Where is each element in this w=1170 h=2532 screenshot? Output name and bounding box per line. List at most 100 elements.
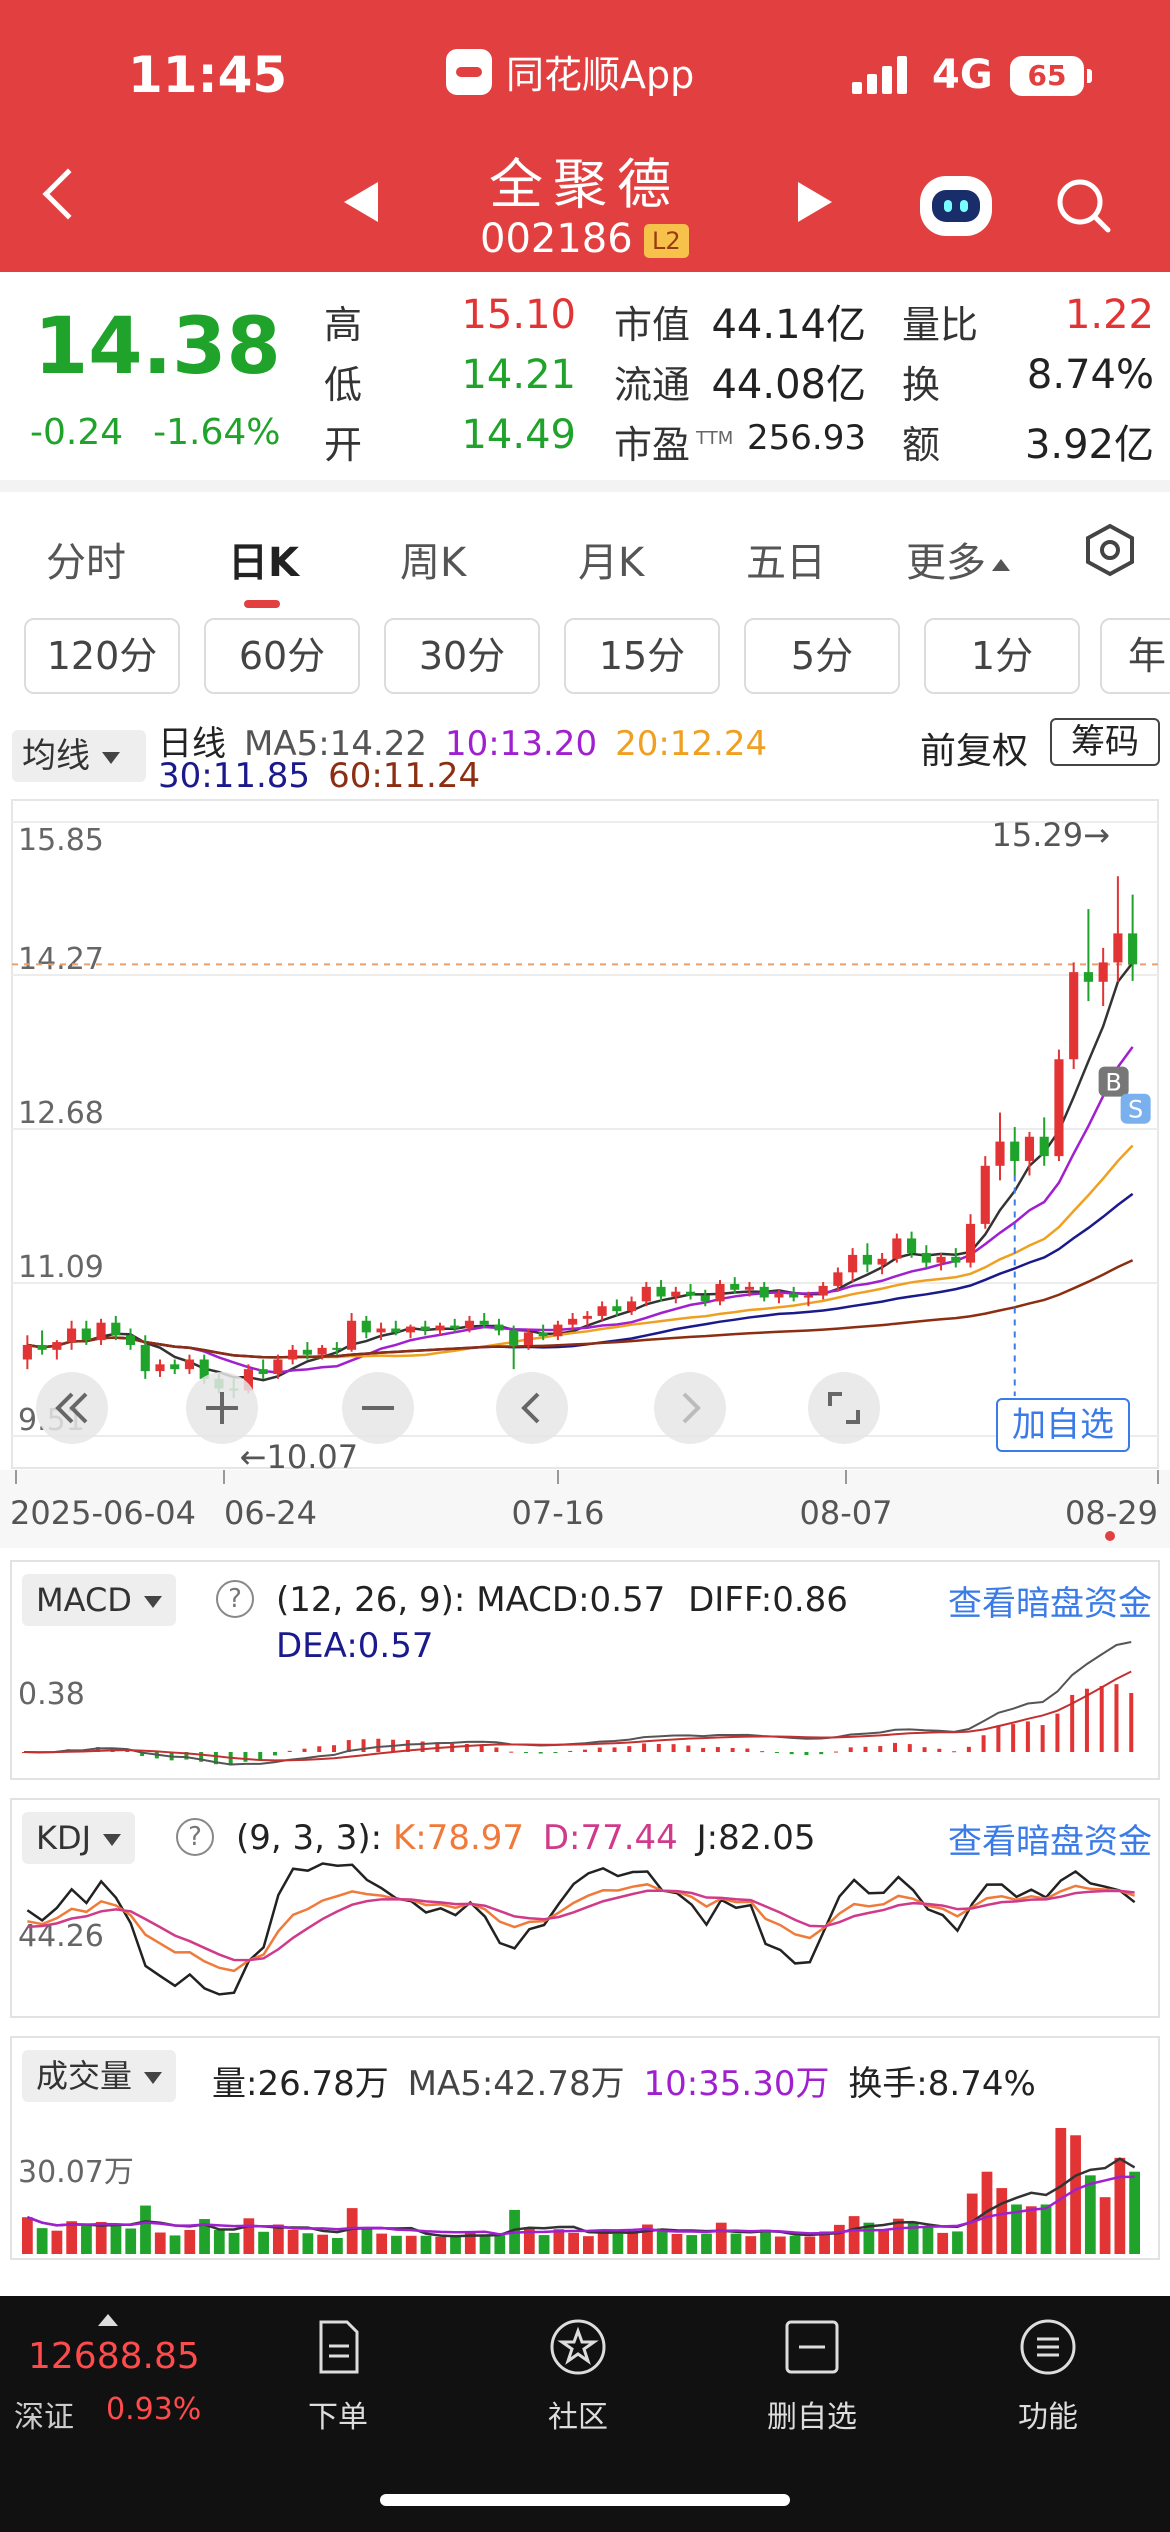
volume-bar <box>51 2230 63 2254</box>
volume-bar <box>553 2229 565 2254</box>
candle <box>597 1301 607 1321</box>
kdj-svg: 44.26 <box>18 1862 1136 1996</box>
subtab-5min[interactable]: 5分 <box>744 618 900 694</box>
scroll-left-button[interactable] <box>496 1372 568 1444</box>
scroll-right-button[interactable] <box>654 1372 726 1444</box>
candle <box>302 1342 312 1360</box>
volume-bar <box>317 2234 329 2254</box>
macd-bar <box>981 1735 986 1752</box>
signal-icon <box>852 56 910 94</box>
x-tick-label: 08-07 <box>800 1494 893 1532</box>
quote-panel[interactable]: 14.38 -0.24 -1.64% 高 低 开 15.10 14.21 14.4… <box>0 272 1170 480</box>
l2-badge[interactable]: L2 <box>644 224 689 258</box>
ma20-value: 20:12.24 <box>615 724 768 764</box>
dark-pool-link[interactable]: 查看暗盘资金 <box>948 1822 1152 1862</box>
candle <box>67 1320 77 1350</box>
tab-intraday[interactable]: 分时 <box>46 540 126 586</box>
tab-five-day[interactable]: 五日 <box>746 540 826 586</box>
nav-community[interactable]: 社区 <box>498 2316 658 2436</box>
macd-bar <box>317 1746 322 1752</box>
index-expand-icon[interactable] <box>98 2314 118 2326</box>
y-tick-label: 12.68 <box>18 1096 104 1131</box>
tab-more[interactable]: 更多 <box>906 530 1010 588</box>
settings-hex-icon[interactable] <box>1082 522 1138 578</box>
macd-bar <box>597 1747 602 1752</box>
back-arrow-icon[interactable] <box>42 168 94 220</box>
vol-ma10-value: 10:35.30万 <box>643 2064 830 2104</box>
ma-selector[interactable]: 均线 <box>12 730 146 782</box>
turnover-label: 换 <box>902 363 941 407</box>
candle <box>1010 1127 1020 1176</box>
volume-bar <box>730 2233 742 2254</box>
candle <box>848 1248 858 1283</box>
volume-bar <box>833 2224 845 2254</box>
fullscreen-button[interactable] <box>808 1372 880 1444</box>
candle <box>965 1214 976 1268</box>
ma60-value: 60:11.24 <box>328 756 481 796</box>
chevron-down-icon <box>143 1596 162 1608</box>
subtab-120min[interactable]: 120分 <box>24 618 180 694</box>
help-icon[interactable]: ? <box>216 1580 254 1618</box>
mktcap-label: 市值 <box>614 303 691 347</box>
subtab-15min[interactable]: 15分 <box>564 618 720 694</box>
candle <box>1128 894 1138 981</box>
nav-functions[interactable]: 功能 <box>968 2316 1128 2436</box>
subtab-60min[interactable]: 60分 <box>204 618 360 694</box>
dark-pool-link[interactable]: 查看暗盘资金 <box>948 1584 1152 1624</box>
zoom-out-far-button[interactable] <box>36 1372 108 1444</box>
d-value: D:77.44 <box>542 1818 678 1858</box>
subtab-30min[interactable]: 30分 <box>384 618 540 694</box>
macd-bar <box>1025 1721 1030 1752</box>
adjust-toggle[interactable]: 前复权 <box>920 731 1029 772</box>
volume-bar <box>952 2231 963 2254</box>
macd-bar <box>848 1747 853 1752</box>
candle <box>789 1286 799 1302</box>
chips-button[interactable]: 筹码 <box>1050 718 1160 766</box>
macd-bar <box>583 1749 587 1752</box>
x-tick-label: 06-24 <box>224 1494 317 1532</box>
robot-assistant-icon[interactable] <box>920 176 992 236</box>
index-value[interactable]: 12688.85 <box>28 2336 200 2377</box>
macd-bar <box>730 1747 735 1752</box>
macd-bar <box>420 1741 425 1752</box>
volume-bar <box>597 2229 609 2254</box>
tab-daily-k[interactable]: 日K <box>228 540 299 586</box>
subtab-year[interactable]: 年 <box>1100 618 1170 694</box>
kdj-selector[interactable]: KDJ <box>22 1812 136 1864</box>
search-icon[interactable] <box>1054 176 1112 234</box>
float-label: 流通 <box>614 363 691 407</box>
candle <box>627 1296 637 1315</box>
candle <box>273 1354 283 1379</box>
macd-bar <box>1129 1692 1134 1752</box>
help-icon[interactable]: ? <box>176 1818 214 1856</box>
macd-bar <box>376 1738 381 1752</box>
volume-bar <box>199 2219 210 2254</box>
volume-selector[interactable]: 成交量 <box>22 2050 177 2102</box>
tab-weekly-k[interactable]: 周K <box>400 540 467 586</box>
volume-bar <box>745 2236 757 2254</box>
macd-bar <box>686 1745 691 1752</box>
macd-bar <box>878 1746 883 1752</box>
volume-panel[interactable]: 成交量 量:26.78万 MA5:42.78万 10:35.30万 换手:8.7… <box>10 2036 1160 2260</box>
macd-bar <box>833 1751 838 1753</box>
candle <box>509 1325 519 1370</box>
kdj-panel[interactable]: KDJ ? (9, 3, 3): K:78.97 D:77.44 J:82.05… <box>10 1798 1160 2018</box>
macd-panel[interactable]: MACD ? (12, 26, 9): MACD:0.57 DIFF:0.86 … <box>10 1560 1160 1780</box>
high-label: 高 <box>324 303 363 347</box>
nav-order[interactable]: 下单 <box>258 2316 418 2436</box>
prev-stock-icon[interactable] <box>344 182 378 222</box>
volume-values: 量:26.78万 MA5:42.78万 10:35.30万 换手:8.74% <box>212 2056 1036 2105</box>
volume-bar <box>937 2232 949 2254</box>
zoom-in-button[interactable] <box>186 1372 258 1444</box>
tab-monthly-k[interactable]: 月K <box>578 540 645 586</box>
nav-remove-watch[interactable]: 删自选 <box>732 2316 892 2436</box>
open-label: 开 <box>324 423 363 467</box>
candle <box>155 1359 165 1377</box>
macd-selector[interactable]: MACD <box>22 1574 176 1626</box>
next-stock-icon[interactable] <box>798 182 832 222</box>
zoom-out-button[interactable] <box>342 1372 414 1444</box>
subtab-1min[interactable]: 1分 <box>924 618 1080 694</box>
add-to-watchlist-button[interactable]: 加自选 <box>996 1398 1130 1452</box>
